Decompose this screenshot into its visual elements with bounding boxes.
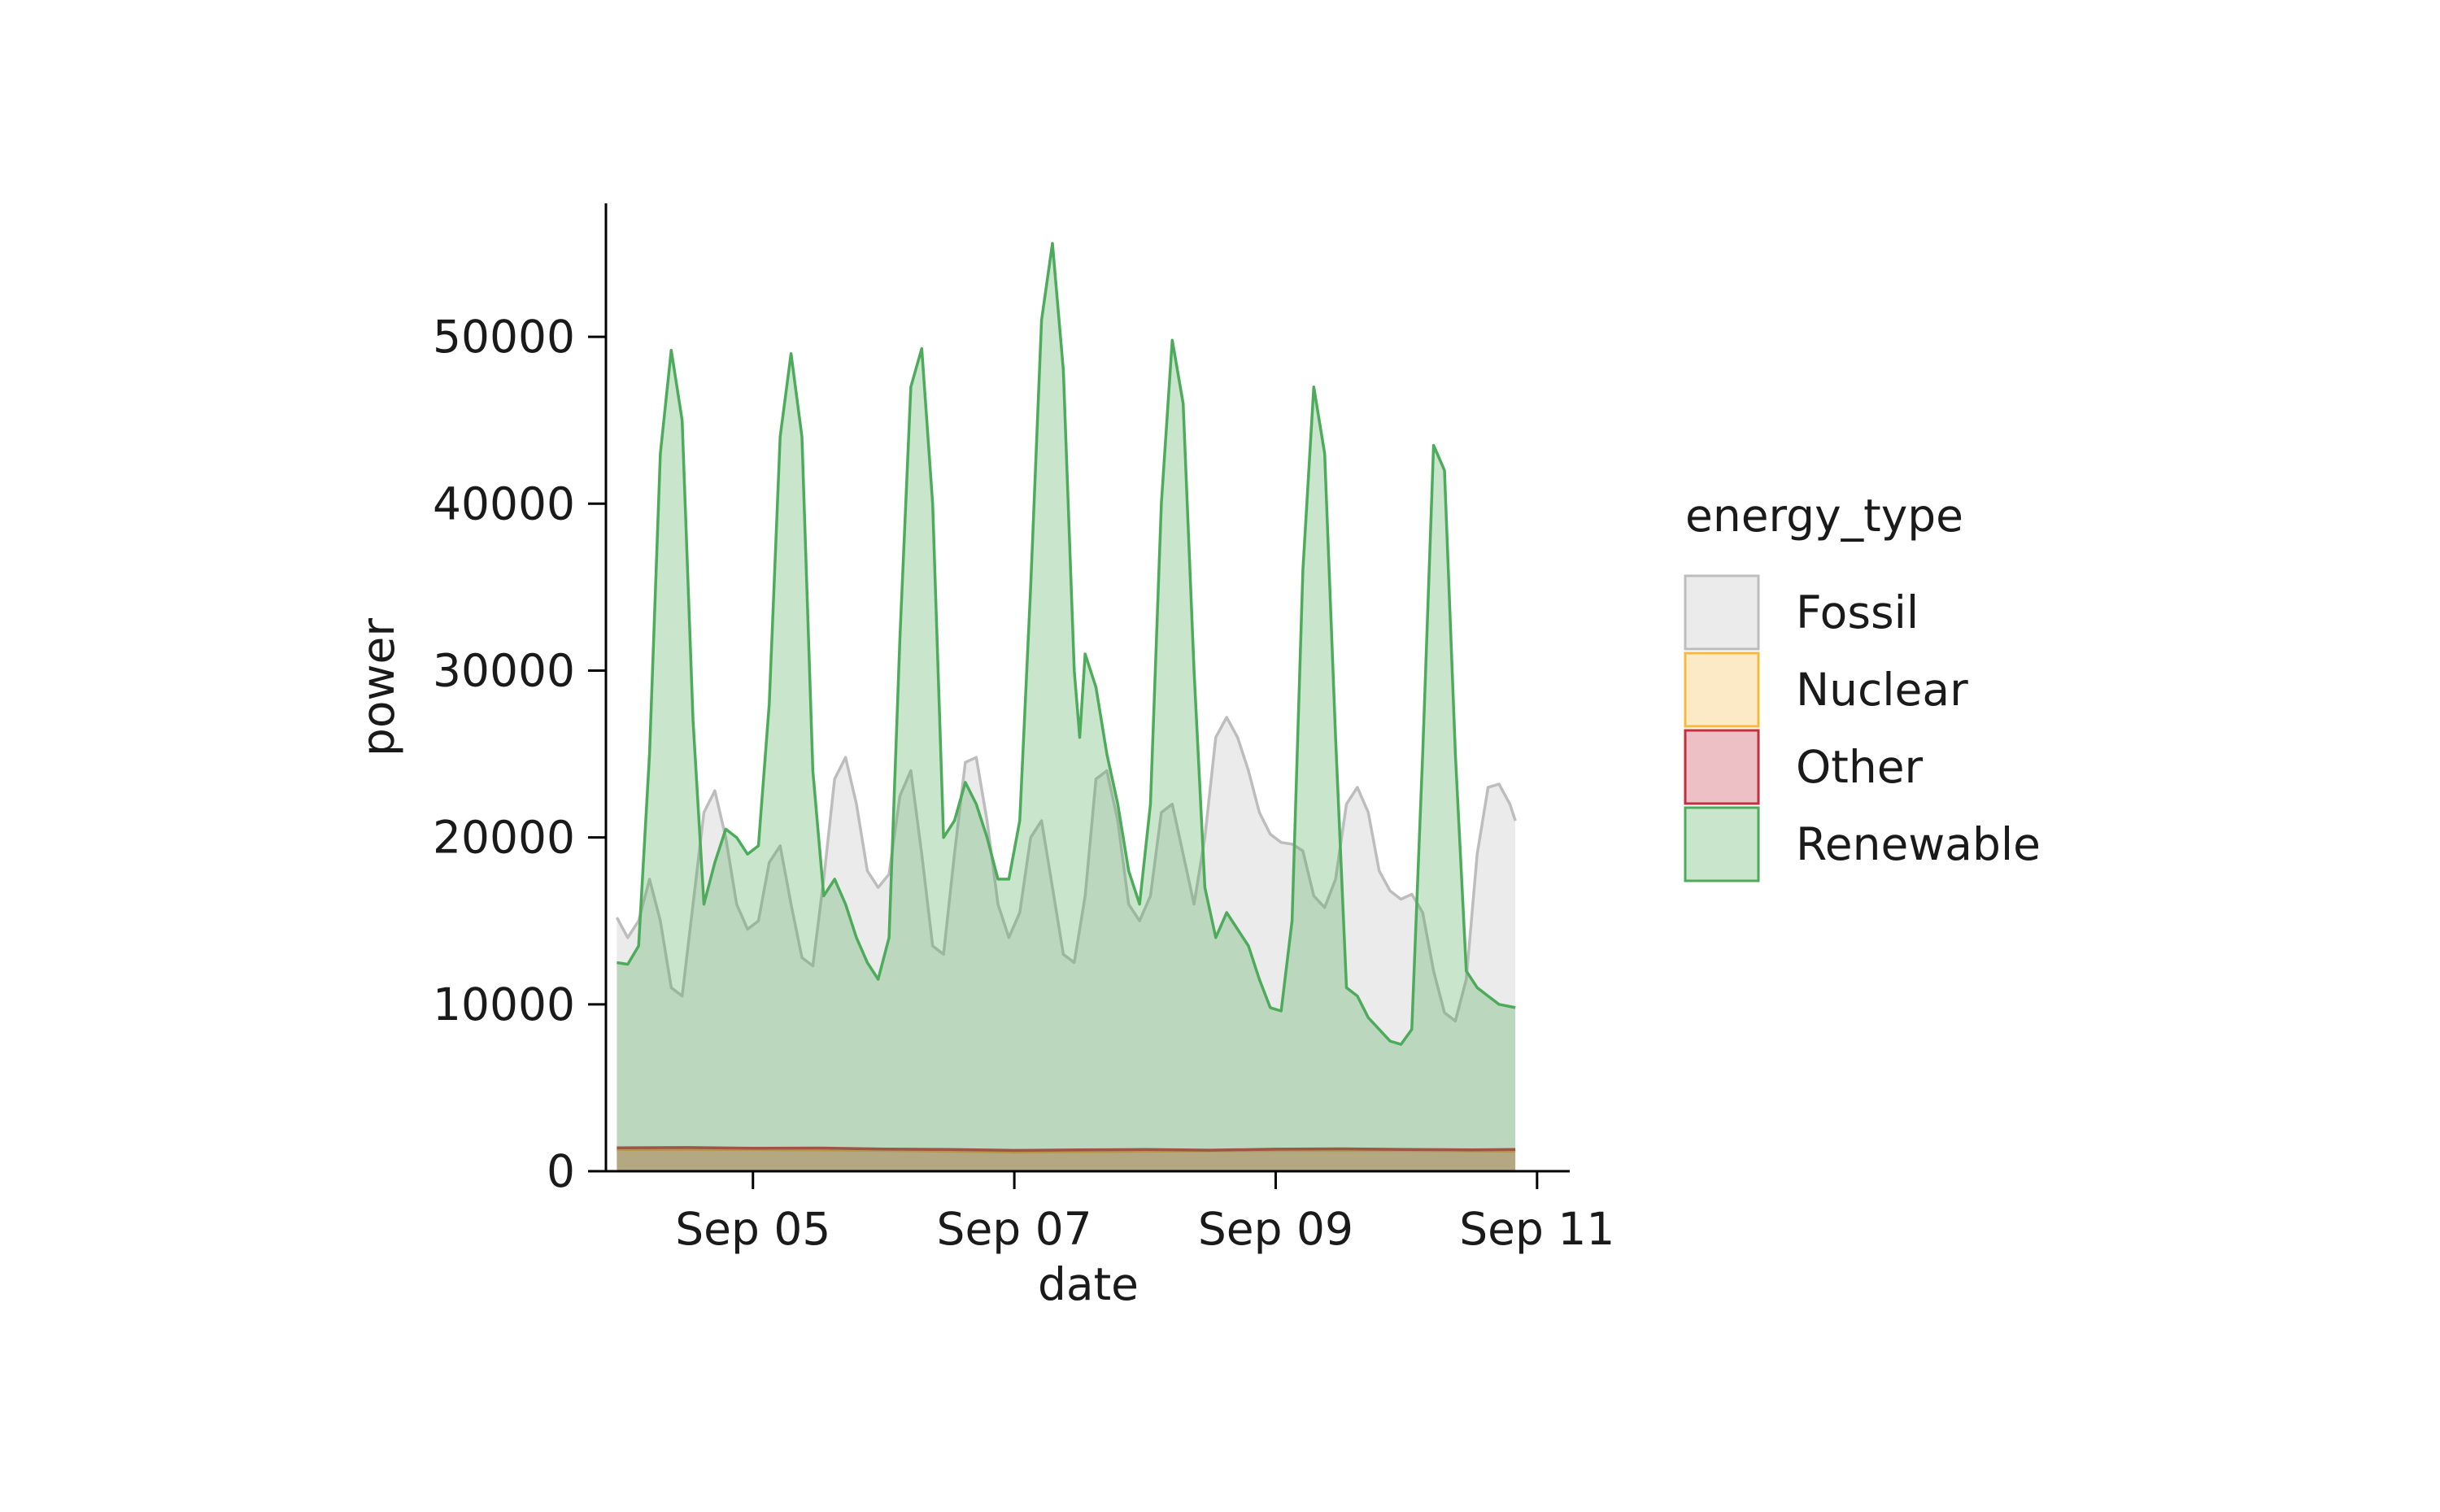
legend: energy_type Fossil Nuclear Other Renewable: [1684, 490, 2041, 882]
y-tick-label: 20000: [433, 812, 575, 864]
x-tick-label: Sep 05: [675, 1203, 830, 1255]
area-fill-nuclear: [617, 1149, 1516, 1171]
legend-swatch-renewable: [1684, 806, 1760, 882]
x-tick-label: Sep 09: [1198, 1203, 1353, 1255]
legend-item-fossil: Fossil: [1684, 574, 1919, 651]
legend-label-fossil: Fossil: [1796, 586, 1919, 638]
legend-swatch-nuclear: [1684, 651, 1760, 728]
y-axis-title: power: [352, 618, 404, 756]
legend-label-nuclear: Nuclear: [1796, 664, 1968, 716]
area-line-other: [617, 1146, 1516, 1153]
y-tick-label: 10000: [433, 978, 575, 1031]
y-tick-label: 40000: [433, 477, 575, 529]
area-fill-other: [617, 1147, 1516, 1171]
area-series-layer: [615, 242, 1517, 1172]
x-axis-title: date: [1038, 1258, 1139, 1310]
legend-items: Fossil Nuclear Other Renewable: [1684, 574, 2041, 882]
area-line-fossil: [615, 716, 1517, 1023]
area-line-renewable: [617, 242, 1516, 1046]
legend-swatch-fossil: [1684, 574, 1760, 651]
x-tick-label: Sep 11: [1459, 1203, 1614, 1255]
y-tick-label: 50000: [433, 311, 575, 363]
x-tick-label: Sep 07: [937, 1203, 1092, 1255]
legend-item-renewable: Renewable: [1684, 806, 2041, 882]
y-tick-label: 30000: [433, 644, 575, 696]
x-axis-ticks: Sep 05 Sep 07 Sep 09 Sep 11: [675, 1171, 1614, 1255]
legend-label-other: Other: [1796, 741, 1924, 793]
legend-item-nuclear: Nuclear: [1684, 651, 1968, 728]
area-fill-fossil: [617, 717, 1516, 1171]
legend-title: energy_type: [1685, 490, 1963, 542]
y-tick-label: 0: [547, 1145, 575, 1197]
legend-swatch-other: [1684, 729, 1760, 805]
y-axis-ticks: 0 10000 20000 30000 40000 50000: [433, 311, 606, 1197]
legend-label-renewable: Renewable: [1796, 818, 2041, 870]
legend-item-other: Other: [1684, 729, 1924, 805]
